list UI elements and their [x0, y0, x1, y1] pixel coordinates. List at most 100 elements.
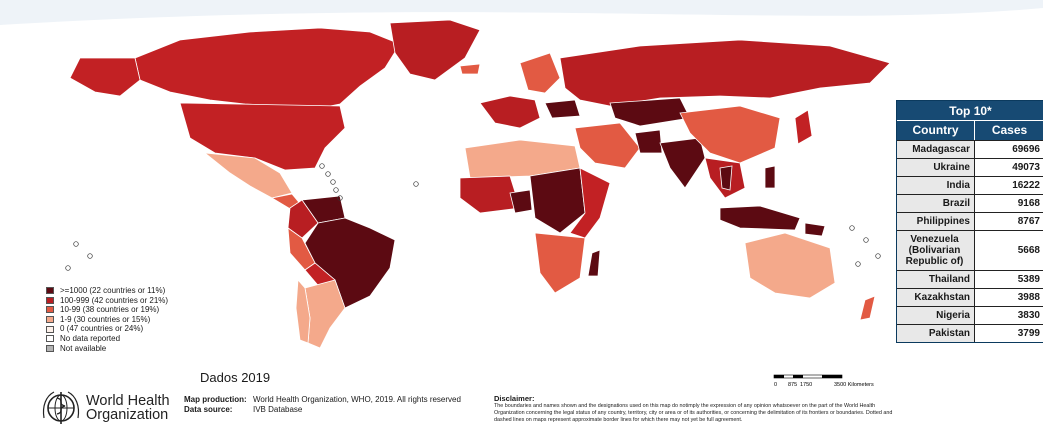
legend-swatch — [46, 316, 54, 324]
legend-swatch — [46, 325, 54, 333]
map-legend: >=1000 (22 countries or 11%) 100-999 (42… — [46, 286, 168, 353]
year-label: Dados 2019 — [200, 370, 271, 385]
row-cases: 49073 — [975, 159, 1043, 176]
legend-label: No data reported — [60, 333, 121, 343]
country-alaska — [69, 57, 141, 97]
legend-item: 10-99 (38 countries or 19%) — [46, 305, 168, 315]
row-country: Philippines — [897, 213, 975, 230]
table-row: Philippines 8767 — [897, 212, 1043, 230]
island-marker — [413, 181, 419, 187]
row-cases: 5668 — [975, 231, 1043, 270]
country-argentina — [304, 279, 346, 349]
table-row: Pakistan 3799 — [897, 324, 1043, 342]
map-credits: Map production: World Health Organization… — [184, 395, 461, 415]
legend-item: Not available — [46, 344, 168, 354]
scale-tick-label: 1750 — [800, 382, 812, 388]
credit-key: Map production: — [184, 395, 247, 404]
table-row: Thailand 5389 — [897, 270, 1043, 288]
table-row: Nigeria 3830 — [897, 306, 1043, 324]
region-scandinavia — [519, 52, 561, 94]
country-chile — [295, 279, 311, 344]
row-cases: 69696 — [975, 141, 1043, 158]
legend-item: 100-999 (42 countries or 21%) — [46, 296, 168, 306]
legend-item: No data reported — [46, 334, 168, 344]
country-nigeria — [509, 189, 533, 214]
scale-tick-label: 3500 Kilometers — [834, 382, 874, 388]
row-cases: 8767 — [975, 213, 1043, 230]
legend-label: 1-9 (30 countries or 15%) — [60, 314, 151, 324]
country-china — [679, 105, 781, 164]
disclaimer-text: The boundaries and names shown and the d… — [494, 403, 893, 423]
row-country: Madagascar — [897, 141, 975, 158]
country-japan — [794, 109, 813, 145]
country-kazakhstan — [609, 97, 691, 127]
credit-value: World Health Organization, WHO, 2019. Al… — [253, 395, 461, 404]
island-marker — [319, 163, 325, 169]
credit-data-source: Data source: IVB Database — [184, 405, 461, 415]
table-row: Brazil 9168 — [897, 194, 1043, 212]
row-cases: 3988 — [975, 289, 1043, 306]
island-marker — [73, 241, 79, 247]
table-row: Madagascar 69696 — [897, 140, 1043, 158]
scale-tick-label: 0 — [774, 382, 777, 388]
row-country: India — [897, 177, 975, 194]
top10-header-country: Country — [897, 121, 975, 140]
table-row: Ukraine 49073 — [897, 158, 1043, 176]
world-map-svg — [65, 19, 891, 349]
top10-header-cases: Cases — [991, 123, 1028, 137]
country-canada — [134, 27, 401, 111]
table-row: Venezuela (Bolivarian Republic of) 5668 — [897, 230, 1043, 270]
row-country: Kazakhstan — [897, 289, 975, 306]
legend-swatch — [46, 335, 54, 343]
region-southern-africa — [534, 232, 586, 294]
country-papua-new-guinea — [804, 222, 826, 237]
top10-header-row: Country Cases — [897, 121, 1043, 140]
legend-item: >=1000 (22 countries or 11%) — [46, 286, 168, 296]
country-madagascar — [587, 249, 601, 277]
legend-label: 0 (47 countries or 24%) — [60, 324, 144, 334]
row-country: Ukraine — [897, 159, 975, 176]
row-cases: 5389 — [975, 271, 1043, 288]
country-ukraine — [544, 99, 581, 119]
row-cases: 3830 — [975, 307, 1043, 324]
region-west-africa — [459, 175, 521, 214]
region-central-africa — [529, 167, 586, 234]
island-marker — [849, 225, 855, 231]
region-europe-west — [479, 95, 541, 129]
row-country: Nigeria — [897, 307, 975, 324]
legend-item: 0 (47 countries or 24%) — [46, 324, 168, 334]
who-emblem-icon — [42, 391, 80, 424]
scale-outline — [773, 374, 843, 379]
legend-label: >=1000 (22 countries or 11%) — [60, 286, 166, 295]
island-marker — [337, 195, 343, 201]
island-marker — [325, 171, 331, 177]
scale-segment — [803, 375, 822, 378]
row-cases: 16222 — [975, 177, 1043, 194]
country-mexico — [203, 152, 293, 199]
country-new-zealand — [859, 295, 876, 321]
country-russia — [559, 39, 891, 107]
island-marker — [863, 237, 869, 243]
country-philippines — [764, 165, 776, 189]
row-country: Venezuela (Bolivarian Republic of) — [897, 231, 975, 270]
region-middle-east — [574, 122, 641, 169]
top10-title: Top 10* — [897, 101, 1043, 121]
legend-swatch — [46, 296, 54, 304]
credit-map-production: Map production: World Health Organization… — [184, 395, 461, 405]
world-map — [40, 18, 891, 360]
table-row: Kazakhstan 3988 — [897, 288, 1043, 306]
island-marker — [330, 179, 336, 185]
island-marker — [87, 253, 93, 259]
country-australia — [744, 232, 836, 299]
legend-label: 100-999 (42 countries or 21%) — [60, 295, 169, 305]
country-usa — [179, 102, 346, 171]
who-wordmark: World Health Organization — [86, 394, 170, 423]
island-marker — [855, 261, 861, 267]
country-india — [659, 137, 706, 189]
island-marker — [333, 187, 339, 193]
country-colombia — [287, 199, 319, 239]
country-thailand — [719, 165, 733, 191]
who-logo: World Health Organization — [40, 388, 170, 428]
who-wordmark-line2: Organization — [86, 407, 169, 423]
legend-swatch — [46, 306, 54, 314]
